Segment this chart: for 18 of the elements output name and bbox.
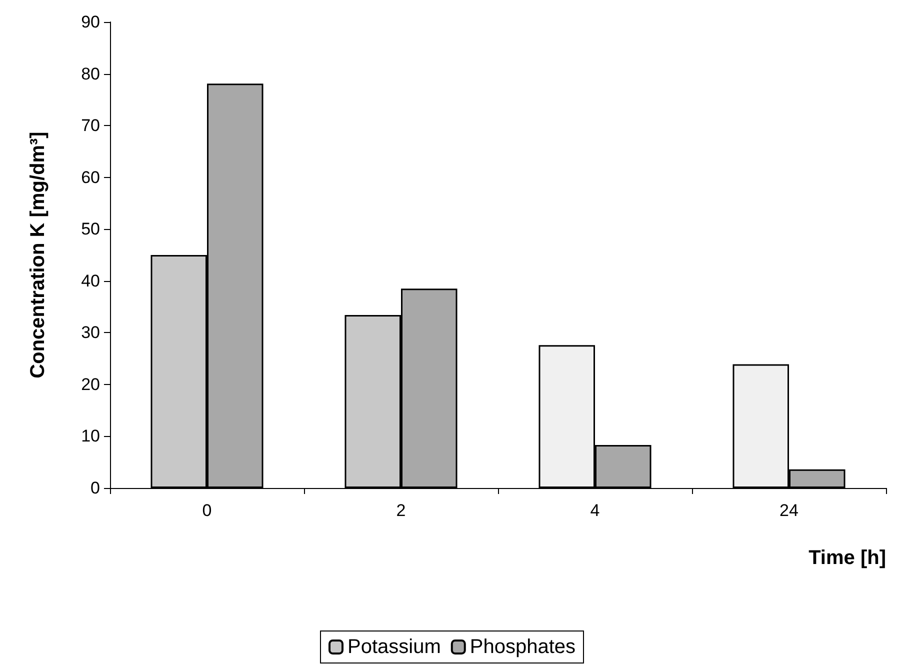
y-tick-label: 60 [81,168,100,187]
legend-label: Potassium [348,636,441,658]
y-tick-label: 30 [81,323,100,342]
y-tick-label: 0 [90,478,100,498]
x-axis-title: Time [h] [808,547,886,569]
x-tick-label: 0 [202,501,212,520]
legend-label: Phosphates [470,636,576,658]
y-tick-label: 20 [81,374,100,394]
y-tick-label: 70 [81,116,100,136]
x-tick-label: 24 [780,501,798,520]
y-tick-label: 90 [81,12,100,32]
y-tick-label: 50 [81,220,100,239]
y-tick-label: 80 [81,64,100,84]
x-tick-label: 4 [590,501,600,520]
y-tick-label: 10 [81,426,100,446]
x-tick-label: 2 [396,501,406,520]
y-tick-label: 40 [81,271,100,290]
y-axis-title: Concentration K [mg/dm³] [27,132,49,378]
